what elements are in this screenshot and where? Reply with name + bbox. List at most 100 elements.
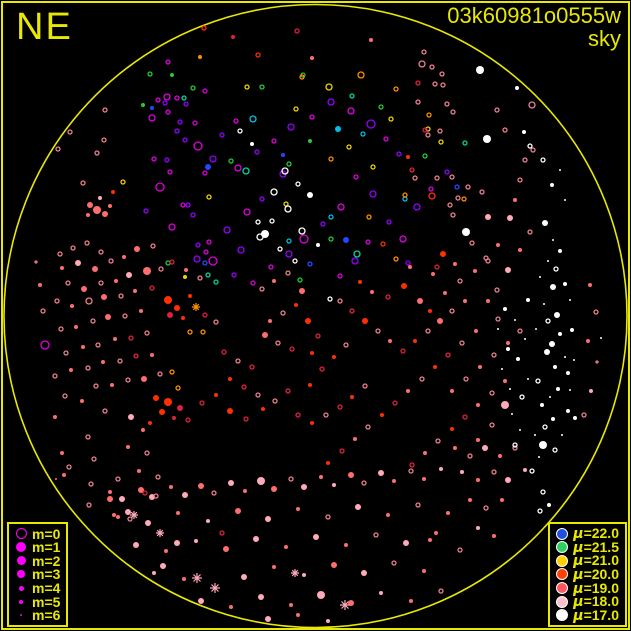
- star-point: [317, 591, 325, 599]
- star-point: [150, 353, 154, 357]
- star-point: [243, 489, 247, 493]
- star-point: [169, 259, 175, 265]
- star-point: [385, 294, 391, 300]
- star-point: [188, 294, 192, 298]
- star-point: [148, 114, 156, 122]
- star-point: [351, 257, 359, 265]
- mu-symbol: μ: [573, 580, 584, 597]
- star-point: [206, 519, 210, 523]
- star-point: [422, 153, 428, 159]
- star-point: [547, 503, 551, 507]
- star-point: [231, 35, 235, 39]
- star-point: [211, 490, 217, 496]
- star-point: [254, 149, 260, 155]
- star-point: [569, 299, 571, 301]
- star-point: [392, 400, 398, 406]
- star-point: [57, 251, 63, 257]
- star-point: [349, 308, 355, 314]
- field-circle: [3, 3, 628, 629]
- mu-legend-marker: [555, 595, 569, 608]
- star-point: [168, 223, 176, 231]
- star-point: [515, 86, 519, 90]
- star-point: [58, 326, 64, 332]
- star-point: [70, 304, 74, 308]
- star-point: [524, 338, 526, 340]
- star-point: [152, 571, 156, 575]
- star-point: [192, 120, 198, 126]
- star-point: [439, 71, 445, 77]
- plot-title: 03k60981o0555w: [447, 3, 621, 28]
- star-point: [202, 312, 208, 318]
- star-point: [194, 539, 198, 543]
- star-point: [98, 196, 102, 200]
- star-point: [534, 434, 536, 436]
- star-point: [544, 349, 550, 355]
- star-point: [408, 265, 412, 269]
- star-point: [174, 540, 180, 546]
- star-point: [552, 447, 558, 453]
- star-point: [122, 313, 128, 319]
- mu-legend-row: μ=22.0: [555, 525, 619, 542]
- star-point: [483, 135, 491, 143]
- star-point: [469, 240, 475, 246]
- star-point: [233, 118, 239, 124]
- star-point: [125, 377, 131, 383]
- m-legend-row: m=0: [14, 526, 60, 542]
- star-point: [540, 489, 546, 495]
- mu-legend-marker: [555, 541, 569, 554]
- star-point: [337, 273, 343, 279]
- star-point: [181, 95, 187, 101]
- star-point: [176, 511, 180, 515]
- star-point: [393, 86, 399, 92]
- star-point: [559, 169, 561, 171]
- star-point: [319, 366, 325, 372]
- star-point: [243, 208, 251, 216]
- star-point: [296, 613, 300, 617]
- star-point: [98, 280, 104, 286]
- star-point: [80, 399, 84, 403]
- star-point: [198, 598, 204, 604]
- star-point: [513, 198, 517, 202]
- star-point: [408, 468, 414, 474]
- star-point: [110, 383, 114, 387]
- m-legend-row: m=3: [14, 566, 60, 582]
- star-point: [401, 283, 407, 289]
- star-point: [415, 502, 421, 508]
- star-point: [170, 73, 174, 77]
- star-point: [200, 329, 206, 335]
- star-point: [308, 383, 312, 387]
- star-point: [150, 106, 154, 110]
- star-point: [450, 389, 454, 393]
- star-point: [406, 155, 410, 159]
- star-point: [117, 358, 123, 364]
- star-point: [545, 318, 551, 324]
- star-point: [444, 101, 450, 107]
- star-point: [307, 261, 313, 267]
- star-point: [142, 490, 148, 496]
- m-legend-row: m=5: [14, 594, 60, 610]
- star-point: [288, 476, 294, 482]
- star-point: [265, 516, 271, 522]
- star-point: [307, 192, 313, 198]
- star-point: [60, 266, 64, 270]
- star-point: [268, 319, 272, 323]
- star-point: [34, 260, 38, 264]
- star-point: [315, 333, 321, 339]
- star-point: [229, 605, 233, 609]
- star-point: [328, 236, 334, 242]
- star-point: [169, 369, 175, 375]
- star-point: [482, 445, 488, 451]
- star-point: [320, 221, 326, 227]
- mu-legend-row: μ=18.0: [555, 593, 619, 610]
- star-point: [55, 478, 57, 480]
- star-point: [337, 298, 343, 304]
- star-point: [501, 368, 503, 370]
- star-point: [453, 446, 457, 450]
- star-point: [158, 266, 164, 272]
- star-point: [362, 383, 368, 389]
- m-legend-label: m=4: [32, 580, 61, 597]
- star-point: [102, 408, 108, 414]
- star-point: [235, 508, 241, 514]
- star-point: [231, 272, 237, 278]
